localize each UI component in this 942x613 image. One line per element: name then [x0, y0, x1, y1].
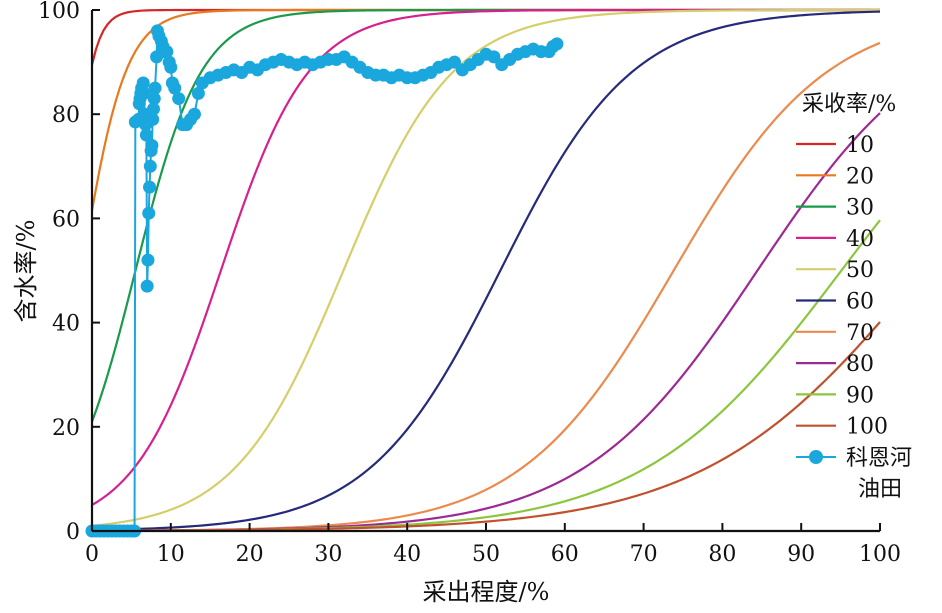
x-tick-label: 20	[236, 542, 264, 567]
x-tick-label: 0	[85, 542, 99, 567]
legend-label: 40	[846, 227, 874, 252]
y-tick-label: 100	[38, 0, 80, 24]
legend-label: 30	[846, 196, 874, 221]
data-point-observed	[191, 86, 205, 100]
x-tick-label: 70	[630, 542, 658, 567]
data-point-observed	[148, 81, 162, 95]
legend-title: 采收率/%	[802, 92, 896, 117]
series-line-90	[91, 219, 881, 532]
legend-label: 100	[846, 415, 888, 440]
data-point-observed	[141, 253, 155, 267]
x-tick-label: 100	[859, 542, 901, 567]
y-tick-label: 80	[52, 103, 80, 128]
data-point-observed	[142, 206, 156, 220]
legend-label: 10	[846, 133, 874, 158]
legend-label: 20	[846, 164, 874, 189]
x-tick-label: 10	[157, 542, 185, 567]
series-line-40	[91, 8, 880, 506]
y-tick-label: 60	[52, 207, 80, 232]
y-tick-label: 20	[52, 416, 80, 441]
legend-label: 科恩河	[846, 446, 912, 471]
data-point-observed	[146, 112, 160, 126]
data-point-observed	[137, 86, 151, 100]
data-point-observed	[139, 128, 153, 142]
legend-label: 90	[846, 383, 874, 408]
data-point-observed	[160, 45, 174, 59]
series-line-100	[91, 321, 881, 532]
x-tick-label: 60	[551, 542, 579, 567]
x-tick-label: 40	[393, 542, 421, 567]
data-point-observed	[136, 76, 150, 90]
x-tick-label: 90	[787, 542, 815, 567]
data-point-observed	[487, 50, 501, 64]
series-line-70	[91, 41, 881, 532]
legend-label: 50	[846, 258, 874, 283]
data-point-observed	[146, 102, 160, 116]
legend-marker	[809, 450, 823, 464]
axes-layer	[90, 10, 880, 533]
x-tick-label: 30	[314, 542, 342, 567]
series-line-60	[91, 10, 881, 532]
series-line-20	[90, 8, 880, 211]
series-layer	[85, 8, 881, 538]
series-line-observed	[92, 30, 558, 532]
x-axis-title: 采出程度/%	[423, 578, 550, 606]
data-point-observed	[140, 279, 154, 293]
y-tick-label: 40	[52, 312, 80, 337]
data-point-observed	[187, 107, 201, 121]
legend-label: 80	[846, 352, 874, 377]
ticks-layer: 0 10 20 30 40 50 60 70 80 90 100 0 20 40 60 80 100	[38, 0, 901, 567]
x-tick-label: 80	[708, 542, 736, 567]
x-tick-label: 50	[472, 542, 500, 567]
data-point-observed	[164, 60, 178, 74]
series-line-50	[91, 8, 880, 527]
data-point-observed	[168, 81, 182, 95]
legend-label: 60	[846, 290, 874, 315]
data-point-observed	[145, 138, 159, 152]
legend-label: 70	[846, 321, 874, 346]
y-axis-title: 含水率/%	[12, 220, 40, 323]
y-tick-label: 0	[66, 520, 80, 545]
data-point-observed	[143, 159, 157, 173]
data-point-observed	[447, 55, 461, 69]
legend-label: 油田	[858, 477, 902, 502]
data-point-observed	[550, 37, 564, 51]
data-point-observed	[147, 92, 161, 106]
series-line-80	[91, 112, 881, 532]
data-point-observed	[143, 180, 157, 194]
data-point-observed	[172, 92, 186, 106]
